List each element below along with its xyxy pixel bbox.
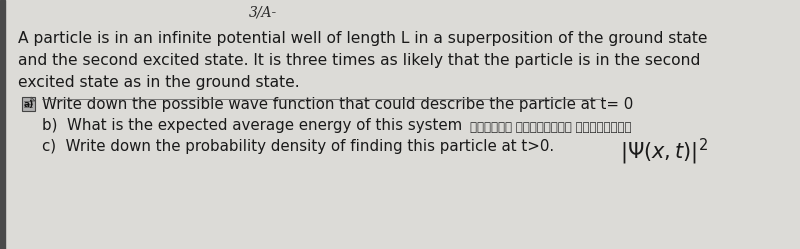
Text: 3/A-: 3/A- [249, 5, 277, 19]
Polygon shape [31, 97, 35, 101]
Bar [22, 97, 35, 111]
Text: and the second excited state. It is three times as likely that the particle is i: and the second excited state. It is thre… [18, 53, 700, 68]
Text: الطاقة المتوسطة المتوقعة: الطاقة المتوسطة المتوقعة [470, 121, 631, 134]
Bar [0, 0, 5, 249]
Text: b)  What is the expected average energy of this system: b) What is the expected average energy o… [42, 118, 462, 133]
Text: $|\Psi(x,t)|^2$: $|\Psi(x,t)|^2$ [620, 137, 708, 167]
Text: Write down the possible wave function that could describe the particle at t= 0: Write down the possible wave function th… [42, 97, 634, 112]
Text: excited state as in the ground state.: excited state as in the ground state. [18, 75, 300, 90]
Text: A particle is in an infinite potential well of length L in a superposition of th: A particle is in an infinite potential w… [18, 31, 707, 46]
Text: a): a) [23, 100, 34, 109]
Text: c)  Write down the probability density of finding this particle at t>0.: c) Write down the probability density of… [42, 139, 554, 154]
